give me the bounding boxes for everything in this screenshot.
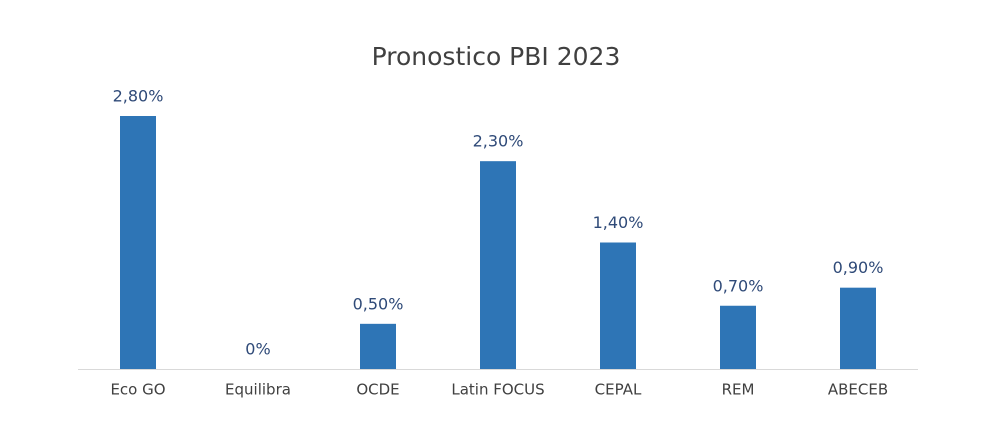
chart-title: Pronostico PBI 2023	[372, 42, 621, 71]
data-label: 0,70%	[713, 276, 764, 295]
bar	[360, 323, 396, 369]
x-tick-label: Equilibra	[225, 381, 291, 399]
x-tick-label: OCDE	[356, 381, 399, 399]
bar	[120, 116, 156, 369]
x-tick-label: ABECEB	[828, 381, 888, 399]
bar	[840, 287, 876, 369]
bar	[480, 161, 516, 369]
bar	[720, 305, 756, 369]
x-tick-label: Latin FOCUS	[451, 381, 544, 399]
data-label: 0,50%	[353, 294, 404, 313]
data-label: 0%	[245, 340, 270, 359]
data-label: 2,80%	[113, 87, 164, 106]
data-label: 2,30%	[473, 132, 524, 151]
x-tick-label: REM	[722, 381, 755, 399]
data-label: 1,40%	[593, 213, 644, 232]
data-label: 0,90%	[833, 258, 884, 277]
bar	[600, 242, 636, 369]
x-tick-label: Eco GO	[110, 381, 165, 399]
x-tick-label: CEPAL	[595, 381, 642, 399]
